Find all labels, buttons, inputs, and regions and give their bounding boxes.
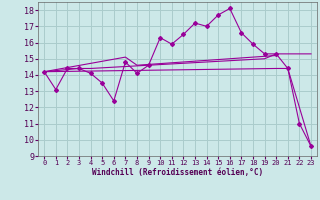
X-axis label: Windchill (Refroidissement éolien,°C): Windchill (Refroidissement éolien,°C) (92, 168, 263, 177)
